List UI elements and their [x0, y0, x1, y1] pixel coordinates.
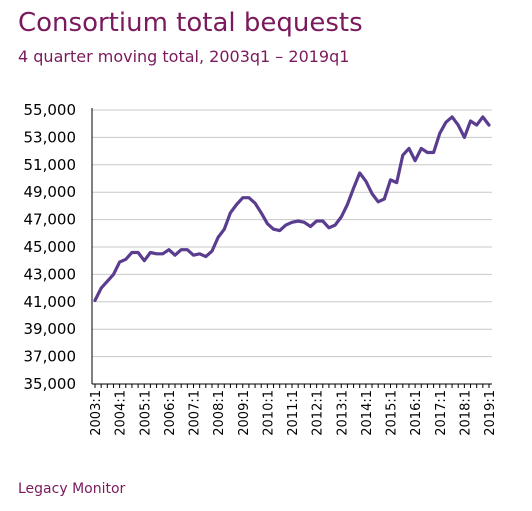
- y-tick-label: 47,000: [24, 211, 77, 229]
- x-tick-label: 2015:1: [385, 390, 400, 436]
- x-tick-label: 2010:1: [261, 390, 276, 436]
- y-tick-label: 51,000: [24, 156, 77, 174]
- x-tick-label: 2013:1: [335, 390, 350, 436]
- x-tick-label: 2018:1: [458, 390, 473, 436]
- x-tick-label: 2019:1: [483, 390, 498, 436]
- x-tick-label: 2016:1: [409, 390, 424, 436]
- y-tick-label: 35,000: [24, 375, 77, 393]
- x-tick-label: 2004:1: [114, 390, 129, 436]
- y-tick-label: 55,000: [24, 101, 77, 119]
- x-axis-ticks: 2003:1 2004:1 2005:1 2006:1 2007:1 2008:1 2009…: [89, 390, 498, 436]
- y-tick-label: 45,000: [24, 238, 77, 256]
- chart-subtitle: 4 quarter moving total, 2003q1 – 2019q1: [18, 47, 350, 66]
- y-tick-label: 41,000: [24, 293, 77, 311]
- x-tick-label: 2006:1: [163, 390, 178, 436]
- gridlines: [92, 109, 492, 358]
- x-tick-label: 2008:1: [212, 390, 227, 436]
- x-tick-label: 2011:1: [286, 390, 301, 436]
- y-tick-label: 37,000: [24, 348, 77, 366]
- x-tick-label: 2012:1: [311, 390, 326, 436]
- y-tick-label: 53,000: [24, 128, 77, 146]
- x-tick-label: 2009:1: [237, 390, 252, 436]
- source-label: Legacy Monitor: [18, 481, 126, 497]
- y-tick-label: 39,000: [24, 320, 77, 338]
- x-tick-label: 2003:1: [89, 390, 104, 436]
- y-tick-label: 43,000: [24, 265, 77, 283]
- series-group: [93, 115, 491, 302]
- x-tick-label: 2005:1: [138, 390, 153, 436]
- y-tick-label: 49,000: [24, 183, 77, 201]
- x-tick-label: 2007:1: [188, 390, 203, 436]
- chart-title: Consortium total bequests: [18, 8, 363, 38]
- series-line: [93, 115, 491, 302]
- y-axis-ticks: 35,000 37,000 39,000 41,000 43,000 45,000 47,0…: [24, 101, 77, 393]
- x-tick-label: 2017:1: [434, 390, 449, 436]
- x-tick-label: 2014:1: [360, 390, 375, 436]
- axes: [91, 108, 492, 388]
